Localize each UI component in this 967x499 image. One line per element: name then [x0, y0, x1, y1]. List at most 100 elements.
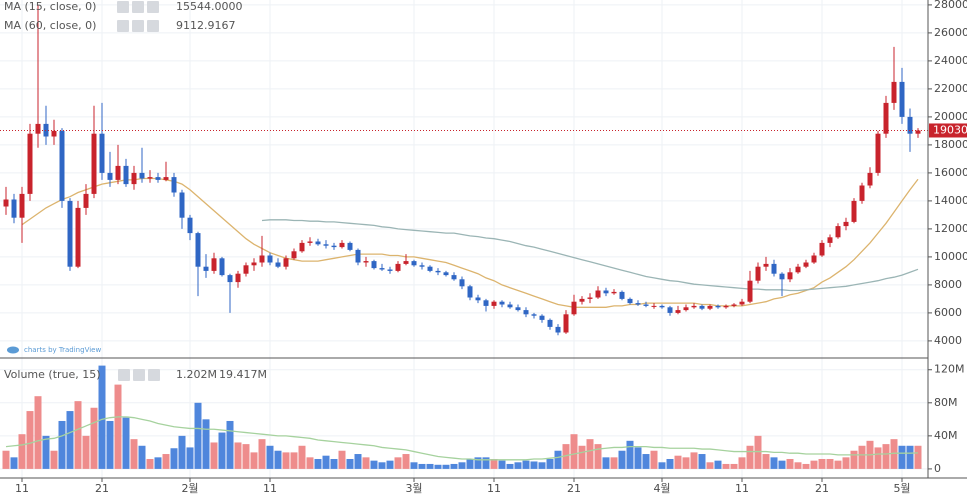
candle-body — [579, 298, 585, 302]
candle-body — [387, 269, 393, 271]
button[interactable] — [118, 369, 130, 381]
candle-body — [363, 261, 369, 263]
volume-bar — [194, 402, 202, 469]
x-tick-label: 11 — [15, 482, 29, 495]
button[interactable] — [132, 20, 144, 32]
candle-body — [259, 255, 265, 263]
volume-pane — [2, 365, 922, 469]
volume-bar — [386, 460, 394, 469]
candle-body — [851, 200, 857, 222]
volume-bar — [682, 457, 690, 469]
candle-body — [427, 266, 433, 271]
candle-body — [315, 241, 321, 245]
candle-body — [611, 291, 617, 294]
volume-bar — [450, 463, 458, 469]
candle-body — [723, 305, 729, 308]
candle-body — [659, 305, 665, 308]
candle-body — [763, 263, 769, 267]
volume-bar — [730, 463, 738, 469]
candle-body — [899, 81, 905, 117]
grid — [0, 0, 928, 478]
candle-body — [339, 242, 345, 248]
candle-body — [907, 116, 913, 134]
volume-bar — [434, 464, 442, 469]
ma15-legend-buttons[interactable] — [117, 1, 159, 13]
x-tick-label: 21 — [815, 482, 829, 495]
volume-bar — [514, 462, 522, 469]
volume-bar — [906, 445, 914, 469]
volume-bar — [10, 457, 18, 469]
volume-bar — [658, 462, 666, 469]
y-tick-label: 28000 — [934, 0, 967, 11]
candle-body — [139, 172, 145, 179]
volume-bar — [826, 458, 834, 469]
candle-body — [99, 133, 105, 173]
volume-bar — [714, 460, 722, 469]
volume-legend-buttons[interactable] — [118, 369, 160, 381]
candle-body — [875, 133, 881, 173]
y-tick-label: 18000 — [934, 138, 967, 151]
y-tick-label: 14000 — [934, 194, 967, 207]
volume-bar — [690, 452, 698, 469]
volume-ma-value: 19.417M — [219, 368, 267, 381]
volume-bar — [402, 454, 410, 469]
x-tick-label: 2월 — [181, 482, 198, 495]
volume-bar — [818, 458, 826, 469]
candle-body — [347, 242, 353, 250]
candle-body — [115, 165, 121, 180]
volume-bar — [874, 447, 882, 469]
volume-bar — [186, 447, 194, 469]
volume-bar — [530, 461, 538, 469]
y-tick-label: 4000 — [934, 334, 962, 347]
volume-bar — [362, 457, 370, 469]
volume-bar — [834, 460, 842, 469]
volume-bar — [314, 458, 322, 469]
volume-bar — [298, 445, 306, 469]
candle-body — [603, 290, 609, 294]
button[interactable] — [147, 1, 159, 13]
volume-bar — [482, 457, 490, 469]
candle-body — [499, 301, 505, 305]
button[interactable] — [148, 369, 160, 381]
button[interactable] — [147, 20, 159, 32]
volume-bar — [498, 460, 506, 469]
volume-bar — [138, 445, 146, 469]
x-tick-label: 4월 — [653, 482, 670, 495]
candle-body — [811, 255, 817, 263]
volume-bar — [786, 458, 794, 469]
button[interactable] — [117, 1, 129, 13]
candle-body — [131, 172, 137, 185]
y-tick-label: 20000 — [934, 110, 967, 123]
candle-body — [227, 275, 233, 283]
volume-bar — [474, 457, 482, 469]
button[interactable] — [117, 20, 129, 32]
logo-cloud — [7, 346, 19, 354]
button[interactable] — [132, 1, 144, 13]
candle-body — [107, 172, 113, 180]
button[interactable] — [133, 369, 145, 381]
candle-body — [275, 262, 281, 267]
volume-bar — [594, 444, 602, 469]
ma15-legend: MA (15, close, 0) — [4, 0, 96, 13]
candle-body — [819, 242, 825, 256]
ma60-legend-buttons[interactable] — [117, 20, 159, 32]
volume-bar — [178, 435, 186, 469]
volume-bar — [674, 455, 682, 469]
candle-body — [27, 133, 33, 194]
volume-bar — [770, 457, 778, 469]
y-tick-label: 22000 — [934, 82, 967, 95]
x-tick-label: 5월 — [893, 482, 910, 495]
candle-body — [331, 245, 337, 248]
candle-body — [35, 123, 41, 134]
candle-body — [403, 261, 409, 264]
volume-bar — [242, 444, 250, 469]
volume-bar — [858, 445, 866, 469]
volume-bar — [754, 435, 762, 469]
volume-bar — [146, 458, 154, 469]
volume-bar — [810, 460, 818, 469]
price-pane — [0, 4, 928, 336]
y-tick-label: 10000 — [934, 250, 967, 263]
volume-bar — [338, 450, 346, 469]
candle-body — [563, 314, 569, 333]
